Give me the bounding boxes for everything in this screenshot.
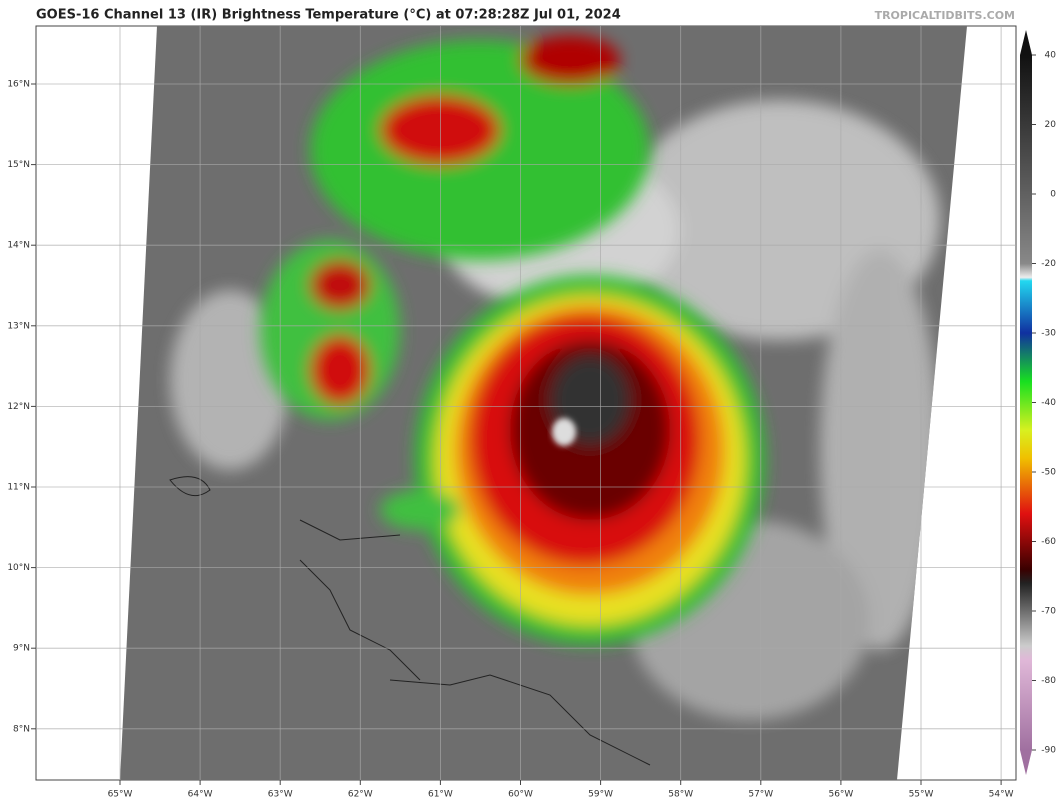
colorbar-tick-label: -60 bbox=[1041, 537, 1056, 547]
colorbar-tick-label: -20 bbox=[1041, 259, 1056, 269]
lat-label: 8°N bbox=[13, 724, 30, 734]
lat-label: 13°N bbox=[7, 321, 30, 331]
colorbar-tick-label: -80 bbox=[1041, 676, 1056, 686]
lon-label: 59°W bbox=[588, 790, 613, 800]
graticule bbox=[36, 26, 1016, 780]
lat-label: 15°N bbox=[7, 160, 30, 170]
lon-label: 58°W bbox=[668, 790, 693, 800]
colorbar-extend-top bbox=[1020, 30, 1032, 55]
colorbar-tick-label: -70 bbox=[1041, 607, 1056, 617]
colorbar-tick-label: -30 bbox=[1041, 329, 1056, 339]
lon-label: 56°W bbox=[828, 790, 853, 800]
lon-label: 65°W bbox=[108, 790, 133, 800]
lon-label: 61°W bbox=[428, 790, 453, 800]
lon-label: 64°W bbox=[188, 790, 213, 800]
satellite-swath bbox=[120, 26, 967, 780]
lat-label: 11°N bbox=[7, 483, 30, 493]
eye bbox=[552, 418, 576, 446]
lon-label: 57°W bbox=[748, 790, 773, 800]
lon-label: 55°W bbox=[909, 790, 934, 800]
lat-label: 12°N bbox=[7, 402, 30, 412]
colorbar bbox=[1020, 55, 1032, 750]
lon-label: 60°W bbox=[508, 790, 533, 800]
lat-label: 16°N bbox=[7, 80, 30, 90]
colorbar-tick-label: -50 bbox=[1041, 468, 1056, 478]
lon-label: 62°W bbox=[348, 790, 373, 800]
title: GOES-16 Channel 13 (IR) Brightness Tempe… bbox=[36, 8, 621, 23]
colorbar-tick-label: -90 bbox=[1041, 746, 1056, 756]
lon-label: 54°W bbox=[989, 790, 1014, 800]
colorbar-tick-label: 0 bbox=[1050, 190, 1056, 200]
colorbar-tick-label: 40 bbox=[1045, 51, 1057, 61]
lat-label: 14°N bbox=[7, 241, 30, 251]
storm-clouds bbox=[260, 35, 765, 645]
colorbar-tick-label: -40 bbox=[1041, 398, 1056, 408]
source: TROPICALTIDBITS.COM bbox=[875, 9, 1015, 22]
colorbar-extend-bottom bbox=[1020, 750, 1032, 775]
lon-label: 63°W bbox=[268, 790, 293, 800]
lat-label: 9°N bbox=[13, 644, 30, 654]
lat-label: 10°N bbox=[7, 563, 30, 573]
colorbar-tick-label: 20 bbox=[1045, 120, 1057, 130]
